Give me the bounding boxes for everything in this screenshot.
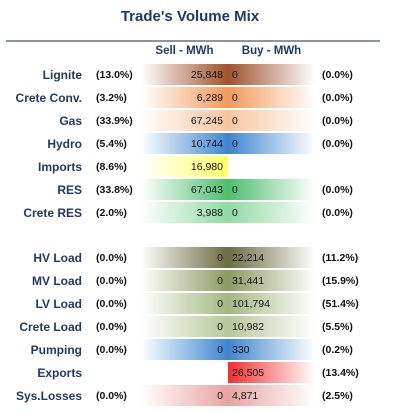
sell-value-crete-res: 3,988 [196,207,223,219]
row-label-mv-load: MV Load [32,274,82,288]
buy-bar-lv-load [228,293,315,314]
buy-value-exports: 26,505 [232,367,265,379]
buy-bar-hydro [228,133,315,154]
buy-percent-pumping: (0.2%) [322,344,353,356]
buy-value-lv-load: 101,794 [232,298,270,310]
buy-value-pumping: 330 [232,344,250,356]
buy-column-header: Buy - MWh [241,45,302,57]
sell-bar-hydro [141,133,228,154]
buy-bar-gas [228,110,315,131]
buy-value-hydro: 0 [232,138,238,150]
buy-percent-mv-load: (15.9%) [322,275,359,287]
buy-bar-exports [228,362,315,383]
title-divider [6,40,380,42]
sell-percent-mv-load: (0.0%) [96,275,127,287]
sell-bar-pumping [141,339,228,360]
row-label-pumping: Pumping [30,343,82,357]
sell-percent-crete-res: (2.0%) [96,207,127,219]
sell-value-lignite: 25,848 [190,69,223,81]
sell-bar-crete-load [141,316,228,337]
sell-percent-hv-load: (0.0%) [96,252,127,264]
sell-percent-crete-conv: (3.2%) [96,92,127,104]
row-label-gas: Gas [59,114,82,128]
buy-value-hv-load: 22,214 [232,252,265,264]
buy-percent-lv-load: (51.4%) [322,298,359,310]
sell-value-hv-load: 0 [217,252,223,264]
buy-percent-sys-losses: (2.5%) [322,390,353,402]
sell-bar-mv-load [141,270,228,291]
buy-bar-res [228,179,315,200]
row-label-crete-load: Crete Load [19,320,82,334]
sell-bar-res [141,179,228,200]
buy-bar-mv-load [228,270,315,291]
buy-percent-exports: (13.4%) [322,367,359,379]
buy-value-crete-conv: 0 [232,92,238,104]
sell-percent-imports: (8.6%) [96,161,127,173]
chart-title: Trade's Volume Mix [120,8,260,25]
sell-percent-hydro: (5.4%) [96,138,127,150]
buy-bar-lignite [228,64,315,85]
sell-percent-lignite: (13.0%) [96,69,133,81]
sell-value-sys-losses: 0 [217,390,223,402]
buy-bar-hv-load [228,247,315,268]
sell-bar-lignite [141,64,228,85]
buy-percent-hydro: (0.0%) [322,138,353,150]
row-label-res: RES [57,183,82,197]
buy-percent-crete-load: (5.5%) [322,321,353,333]
sell-bar-gas [141,110,228,131]
buy-value-lignite: 0 [232,69,238,81]
row-label-lv-load: LV Load [35,297,82,311]
buy-percent-lignite: (0.0%) [322,69,353,81]
sell-percent-sys-losses: (0.0%) [96,390,127,402]
sell-bar-imports [141,156,228,177]
sell-value-crete-load: 0 [217,321,223,333]
sell-value-lv-load: 0 [217,298,223,310]
buy-bar-crete-load [228,316,315,337]
sell-percent-gas: (33.9%) [96,115,133,127]
row-label-crete-conv: Crete Conv. [15,91,82,105]
sell-value-pumping: 0 [217,344,223,356]
sell-bar-sys-losses [141,385,228,406]
sell-value-res: 67,043 [190,184,223,196]
row-label-imports: Imports [37,160,82,174]
buy-value-sys-losses: 4,871 [232,390,259,402]
sell-value-mv-load: 0 [217,275,223,287]
buy-percent-hv-load: (11.2%) [322,252,359,264]
buy-bar-sys-losses [228,385,315,406]
buy-percent-gas: (0.0%) [322,115,353,127]
sell-bar-hv-load [141,247,228,268]
row-label-crete-res: Crete RES [23,206,82,220]
sell-value-imports: 16,980 [190,161,223,173]
sell-value-crete-conv: 6,289 [196,92,223,104]
buy-value-res: 0 [232,184,238,196]
sell-percent-lv-load: (0.0%) [96,298,127,310]
buy-value-gas: 0 [232,115,238,127]
row-label-hv-load: HV Load [33,251,82,265]
sell-bar-crete-conv [141,87,228,108]
sell-percent-crete-load: (0.0%) [96,321,127,333]
buy-bar-pumping [228,339,315,360]
row-label-sys-losses: Sys.Losses [15,389,82,403]
sell-column-header: Sell - MWh [155,45,214,57]
buy-value-crete-res: 0 [232,207,238,219]
row-label-hydro: Hydro [47,137,82,151]
row-label-exports: Exports [37,366,82,380]
buy-value-mv-load: 31,441 [232,275,265,287]
buy-percent-res: (0.0%) [322,184,353,196]
sell-value-gas: 67,245 [190,115,223,127]
sell-bar-lv-load [141,293,228,314]
buy-percent-crete-conv: (0.0%) [322,92,353,104]
buy-bar-crete-res [228,202,315,223]
buy-percent-crete-res: (0.0%) [322,207,353,219]
buy-bar-crete-conv [228,87,315,108]
sell-bar-crete-res [141,202,228,223]
buy-value-crete-load: 10,982 [232,321,265,333]
sell-value-hydro: 10,744 [190,138,223,150]
sell-percent-pumping: (0.0%) [96,344,127,356]
row-label-lignite: Lignite [42,68,82,82]
sell-percent-res: (33.8%) [96,184,133,196]
